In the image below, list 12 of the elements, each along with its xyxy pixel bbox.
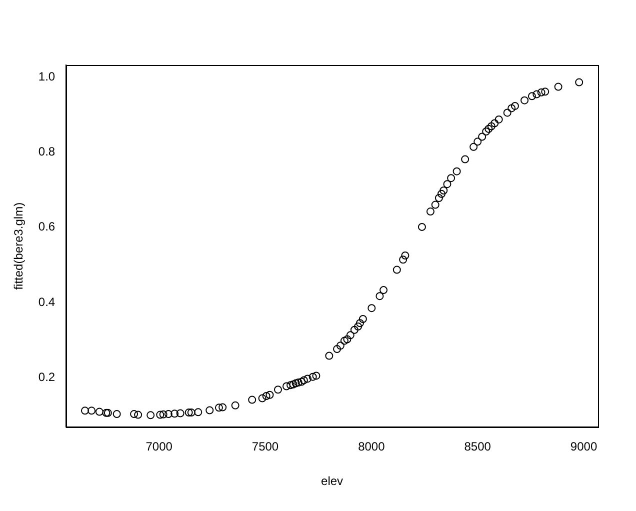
y-tick-label: 0.4 xyxy=(38,294,56,309)
y-tick-label: 0.8 xyxy=(38,144,56,158)
x-axis-title: elev xyxy=(321,474,344,488)
x-tick-label: 8000 xyxy=(358,440,386,454)
x-tick-label: 7000 xyxy=(146,440,173,454)
x-tick-label: 8500 xyxy=(464,440,492,454)
x-tick-label: 9000 xyxy=(570,440,598,454)
y-axis-title: fitted(bere3.glm) xyxy=(12,202,26,290)
y-tick-label: 0.6 xyxy=(38,220,56,234)
y-tick-label: 1.0 xyxy=(38,69,56,84)
y-tick-label: 0.2 xyxy=(38,370,56,384)
x-tick-label: 7500 xyxy=(252,440,279,454)
